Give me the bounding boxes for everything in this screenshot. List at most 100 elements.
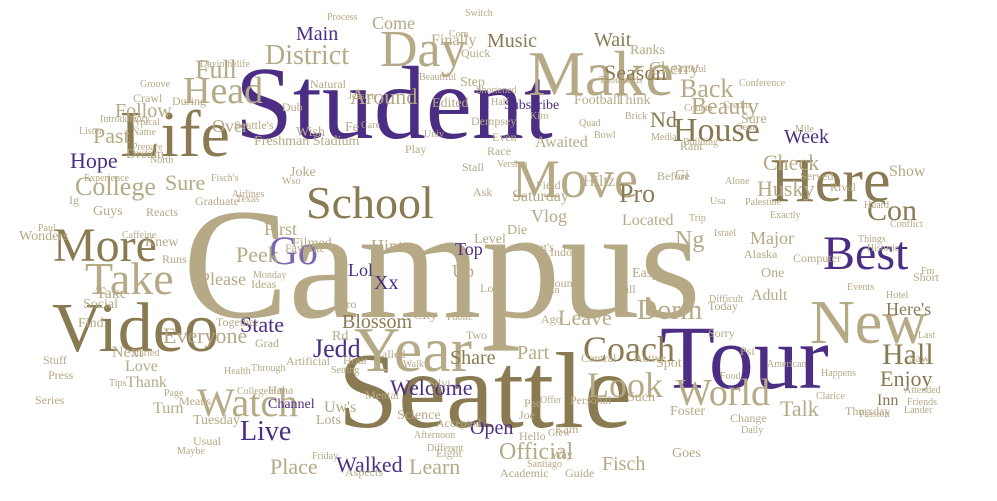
cloud-word: Such xyxy=(627,390,655,405)
cloud-word: Play xyxy=(405,142,427,156)
cloud-word: Dayinthelife xyxy=(200,59,250,70)
cloud-word: Social xyxy=(83,297,118,312)
cloud-word: Thousands xyxy=(599,75,643,86)
cloud-word: Caffeine xyxy=(122,230,157,241)
cloud-word: Live xyxy=(240,416,292,447)
cloud-word: Press xyxy=(48,368,74,382)
cloud-word: Walked xyxy=(336,452,403,477)
cloud-word: Rant xyxy=(680,139,703,153)
cloud-word: Edited xyxy=(432,96,469,111)
cloud-word: Leave xyxy=(558,305,612,330)
cloud-word: Passion xyxy=(859,409,890,420)
cloud-word: Active xyxy=(634,351,666,365)
cloud-word: Reacts xyxy=(146,205,178,219)
cloud-word: Usa xyxy=(710,196,726,207)
cloud-word: Univ xyxy=(424,129,444,140)
cloud-word: Video xyxy=(52,290,219,367)
cloud-word: Jedd xyxy=(313,334,361,363)
cloud-word: Open xyxy=(470,417,514,439)
cloud-word: Blossom xyxy=(342,311,413,333)
cloud-word: Santiago xyxy=(527,459,562,470)
cloud-word: Accepted xyxy=(436,416,482,430)
cloud-word: Top xyxy=(455,239,483,259)
cloud-word: Check xyxy=(763,150,820,175)
cloud-word: Brick xyxy=(625,111,648,122)
cloud-word: Counts xyxy=(684,103,713,114)
cloud-word: Beautiful xyxy=(419,72,457,83)
cloud-word: Aspects xyxy=(345,465,383,479)
cloud-word: Football xyxy=(574,93,621,108)
cloud-word: Before xyxy=(657,169,690,183)
cloud-word: Day xyxy=(380,21,467,78)
cloud-word: Vlog xyxy=(531,206,567,226)
cloud-word: Up xyxy=(452,261,474,281)
cloud-word: Make xyxy=(528,38,674,109)
cloud-word: Finally xyxy=(431,32,477,49)
cloud-word: Easy xyxy=(632,266,660,281)
cloud-word: Take xyxy=(85,253,174,304)
cloud-word: Love xyxy=(125,358,158,375)
cloud-word: Short xyxy=(913,270,940,284)
cloud-word: Through xyxy=(251,363,286,374)
cloud-word: Tour xyxy=(660,309,829,408)
cloud-word: Silvi xyxy=(428,376,451,390)
cloud-word: First xyxy=(264,219,298,239)
cloud-word: Called xyxy=(374,347,406,361)
cloud-word: Com xyxy=(449,29,469,40)
cloud-word: Hope xyxy=(70,148,118,173)
cloud-word: Jessica xyxy=(348,91,376,102)
cloud-word: More xyxy=(53,219,157,272)
cloud-word: Fall xyxy=(617,282,636,296)
cloud-word: Season xyxy=(604,60,667,85)
cloud-word: Think xyxy=(617,93,651,108)
cloud-word: Fisch's xyxy=(211,173,239,184)
cloud-word: Offer xyxy=(540,395,562,406)
cloud-word: One xyxy=(761,266,785,281)
cloud-word: Psi xyxy=(740,344,755,358)
cloud-word: Joe xyxy=(519,408,535,422)
cloud-word: Bowl xyxy=(594,130,616,141)
cloud-word: Lander xyxy=(904,405,933,416)
cloud-word: Rd xyxy=(332,329,349,344)
cloud-word: Here's xyxy=(886,299,932,319)
cloud-word: Dream xyxy=(126,147,165,162)
cloud-word: Setting xyxy=(331,365,360,376)
cloud-word: Afternoon xyxy=(414,430,456,441)
cloud-word: Huard xyxy=(864,200,889,211)
cloud-word: Eight xyxy=(436,446,462,460)
cloud-word: Race xyxy=(487,144,511,158)
cloud-word: Fisch xyxy=(602,453,646,475)
cloud-word: Joke xyxy=(290,165,316,180)
cloud-word: Conflict xyxy=(890,219,923,230)
cloud-word: Kiro xyxy=(530,111,549,122)
cloud-word: Located xyxy=(622,212,674,229)
cloud-word: Ideas xyxy=(251,277,277,291)
cloud-word: Saturday xyxy=(512,188,569,205)
cloud-word: Fm xyxy=(921,266,935,277)
cloud-word: Hint xyxy=(371,236,404,256)
cloud-word: Indoor xyxy=(550,245,582,259)
cloud-word: During xyxy=(172,94,206,108)
cloud-word: Intro xyxy=(333,297,357,311)
cloud-word: Sorry xyxy=(708,326,735,340)
cloud-word: Ig xyxy=(69,193,79,207)
cloud-word: Listen xyxy=(79,126,104,137)
cloud-word: Paul xyxy=(38,223,56,234)
cloud-word: Sure xyxy=(741,112,767,127)
cloud-word: Best xyxy=(823,227,909,280)
cloud-word: Things xyxy=(858,234,886,245)
cloud-word: Events xyxy=(847,282,875,293)
cloud-word: Media xyxy=(651,132,677,143)
cloud-word: Crawl xyxy=(133,91,163,105)
cloud-word: Inn xyxy=(877,392,899,409)
cloud-word: Page xyxy=(164,388,184,399)
cloud-word: Gi xyxy=(675,168,689,183)
cloud-word: Quad xyxy=(579,118,601,129)
cloud-word: Monday xyxy=(253,270,287,281)
cloud-word: Hotel xyxy=(886,290,909,301)
cloud-word: Airlines xyxy=(232,189,265,200)
cloud-word: Runs xyxy=(162,252,187,266)
cloud-word: Awaited xyxy=(535,134,588,151)
cloud-word: School xyxy=(306,177,434,228)
